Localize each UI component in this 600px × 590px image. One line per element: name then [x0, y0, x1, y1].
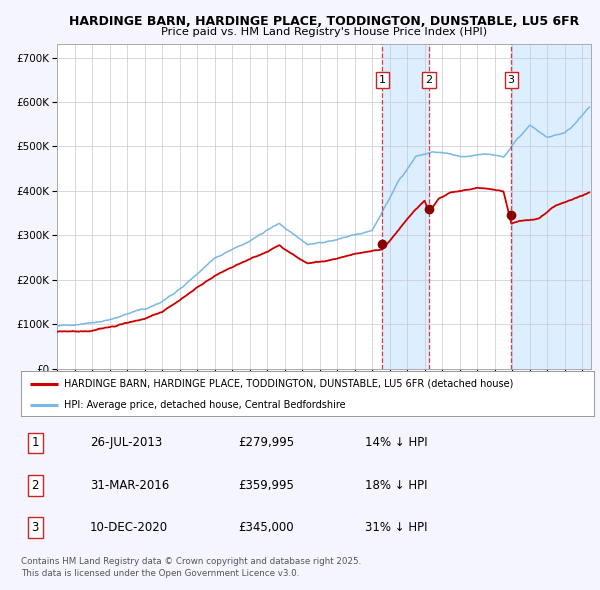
- Text: 31% ↓ HPI: 31% ↓ HPI: [365, 521, 427, 535]
- Text: £359,995: £359,995: [239, 478, 295, 492]
- Text: 2: 2: [32, 478, 39, 492]
- Text: 1: 1: [32, 436, 39, 450]
- Text: HPI: Average price, detached house, Central Bedfordshire: HPI: Average price, detached house, Cent…: [64, 400, 346, 409]
- Text: £279,995: £279,995: [239, 436, 295, 450]
- Text: £345,000: £345,000: [239, 521, 295, 535]
- Text: 18% ↓ HPI: 18% ↓ HPI: [365, 478, 427, 492]
- Text: 10-DEC-2020: 10-DEC-2020: [90, 521, 168, 535]
- Text: 31-MAR-2016: 31-MAR-2016: [90, 478, 169, 492]
- Text: 3: 3: [508, 75, 515, 85]
- Text: 1: 1: [379, 75, 386, 85]
- Text: 2: 2: [425, 75, 433, 85]
- Text: 3: 3: [32, 521, 39, 535]
- Text: 14% ↓ HPI: 14% ↓ HPI: [365, 436, 427, 450]
- Text: HARDINGE BARN, HARDINGE PLACE, TODDINGTON, DUNSTABLE, LU5 6FR: HARDINGE BARN, HARDINGE PLACE, TODDINGTO…: [69, 15, 579, 28]
- Bar: [382, 44, 429, 369]
- Bar: [511, 44, 591, 369]
- Text: 26-JUL-2013: 26-JUL-2013: [90, 436, 162, 450]
- Text: Contains HM Land Registry data © Crown copyright and database right 2025.
This d: Contains HM Land Registry data © Crown c…: [21, 557, 361, 578]
- Text: Price paid vs. HM Land Registry's House Price Index (HPI): Price paid vs. HM Land Registry's House …: [161, 27, 487, 37]
- Text: HARDINGE BARN, HARDINGE PLACE, TODDINGTON, DUNSTABLE, LU5 6FR (detached house): HARDINGE BARN, HARDINGE PLACE, TODDINGTO…: [64, 379, 514, 389]
